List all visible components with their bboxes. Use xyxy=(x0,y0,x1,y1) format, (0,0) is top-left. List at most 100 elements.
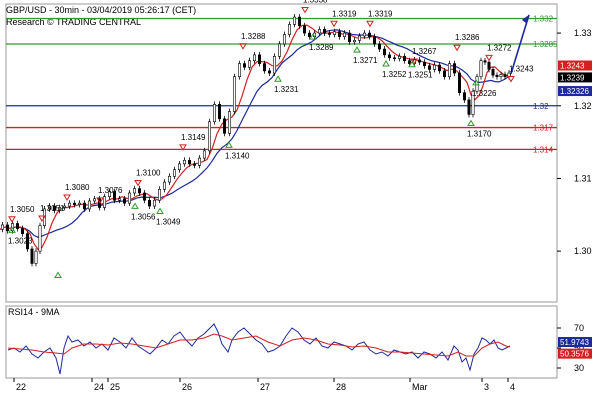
candle-body xyxy=(479,60,483,77)
candle-body xyxy=(11,223,15,232)
candle-body xyxy=(495,74,499,77)
trough-marker-up-triangle xyxy=(472,78,480,86)
candle-body xyxy=(483,60,487,63)
candle-body xyxy=(267,70,271,74)
rsi-value-badge xyxy=(558,337,592,348)
candle-body xyxy=(228,111,232,134)
peak-marker-down-triangle xyxy=(507,76,515,83)
candle-body xyxy=(25,233,29,250)
candle-body xyxy=(292,16,296,25)
peak-label: 1.3149 xyxy=(181,133,206,142)
candle-body xyxy=(382,48,386,56)
candle-body xyxy=(123,198,127,204)
trough-label: 1.3049 xyxy=(156,218,181,227)
candle-body xyxy=(257,54,261,64)
chart-title: GBP/USD - 30min - 03/04/2019 05:26:17 (C… xyxy=(6,5,197,15)
candle-body xyxy=(248,60,252,68)
rsi-series-line xyxy=(7,333,511,357)
candle-body xyxy=(38,225,42,252)
trough-marker-up-triangle xyxy=(225,141,233,148)
peak-marker-down-triangle xyxy=(485,54,493,62)
support-resistance-label: 1.32 xyxy=(533,102,549,111)
candle-body xyxy=(282,34,286,45)
candle-body xyxy=(57,207,61,211)
peak-marker-down-triangle xyxy=(8,216,16,223)
candle-body xyxy=(203,150,207,159)
candle-body xyxy=(15,223,19,229)
price-axis-tick-label: 1.32 xyxy=(574,101,592,111)
candle-body xyxy=(487,61,491,70)
candle-body xyxy=(108,191,112,197)
peak-marker-down-triangle xyxy=(38,215,46,223)
candle-body xyxy=(372,36,376,45)
candle-body xyxy=(238,63,242,77)
candle-body xyxy=(357,35,361,41)
x-axis-tick-label: 27 xyxy=(260,382,270,392)
candle-body xyxy=(183,159,187,165)
chart-header: GBP/USD - 30min - 03/04/2019 05:26:17 (C… xyxy=(6,4,196,28)
candle-body xyxy=(337,31,341,38)
trough-marker-up-triangle xyxy=(467,119,475,127)
price-badge xyxy=(558,86,592,97)
peak-marker-down-triangle xyxy=(179,144,187,151)
candle-body xyxy=(148,199,152,207)
peak-marker-down-triangle xyxy=(453,44,461,52)
candle-body xyxy=(128,192,132,204)
candle-body xyxy=(6,224,10,232)
trough-marker-up-triangle xyxy=(54,271,62,278)
candle-body xyxy=(47,205,51,210)
candle-body xyxy=(103,196,107,208)
peak-label: 1.3243 xyxy=(509,65,534,74)
forecast-arrow-head xyxy=(522,14,529,24)
trough-label: 1.3140 xyxy=(225,151,250,160)
x-axis-tick-label: 3 xyxy=(484,382,489,392)
trough-label: 1.3252 xyxy=(382,70,407,79)
candle-body xyxy=(0,224,5,230)
candle-body xyxy=(198,157,202,166)
candle-body xyxy=(377,43,381,50)
x-axis-tick-label: 26 xyxy=(182,382,192,392)
peak-label: 1.3267 xyxy=(412,47,437,56)
candle-body xyxy=(427,65,431,70)
rsi-series-line xyxy=(7,323,511,375)
peak-label: 1.3286 xyxy=(455,33,480,42)
x-axis-tick-label: 4 xyxy=(510,382,515,392)
x-axis-tick-label: 22 xyxy=(16,382,26,392)
x-axis-tick-label: 28 xyxy=(336,382,346,392)
trough-marker-up-triangle xyxy=(8,226,16,233)
candle-body xyxy=(387,54,391,59)
candle-body xyxy=(452,63,456,74)
candle-body xyxy=(133,188,137,194)
trough-label: 1.3271 xyxy=(353,56,378,65)
price-badge-label: 1.3243 xyxy=(560,62,585,71)
candle-body xyxy=(118,198,122,201)
candle-body xyxy=(262,63,266,72)
candle-body xyxy=(332,31,336,35)
chart-subtitle: Research © TRADING CENTRAL xyxy=(6,17,141,27)
price-badge-label: 1.32326 xyxy=(560,87,589,96)
trough-label: 1.3056 xyxy=(131,212,156,221)
peak-label: 1.3051 xyxy=(40,204,65,213)
rsi-panel-frame xyxy=(5,305,558,379)
candle-body xyxy=(287,24,291,35)
peak-label: 1.3076 xyxy=(98,186,123,195)
trough-label: 1.3226 xyxy=(472,89,497,98)
candle-body xyxy=(83,202,87,210)
candle-body xyxy=(437,64,441,72)
candle-body xyxy=(503,74,507,77)
peak-marker-down-triangle xyxy=(366,20,374,28)
rsi-axis-tick-label: 30 xyxy=(574,363,584,373)
candle-body xyxy=(402,56,406,61)
trough-marker-up-triangle xyxy=(274,75,282,82)
trough-label: 1.3231 xyxy=(274,85,299,94)
trough-marker-up-triangle xyxy=(382,59,390,67)
candle-body xyxy=(322,29,326,34)
peak-label: 1.3319 xyxy=(332,9,357,18)
x-axis-tick-label: 24 xyxy=(94,382,104,392)
candle-body xyxy=(327,32,331,35)
price-badge-label: 1.3239 xyxy=(560,73,585,82)
candle-body xyxy=(158,189,162,201)
rsi-value-badge xyxy=(558,348,592,359)
trough-marker-up-triangle xyxy=(408,60,416,68)
